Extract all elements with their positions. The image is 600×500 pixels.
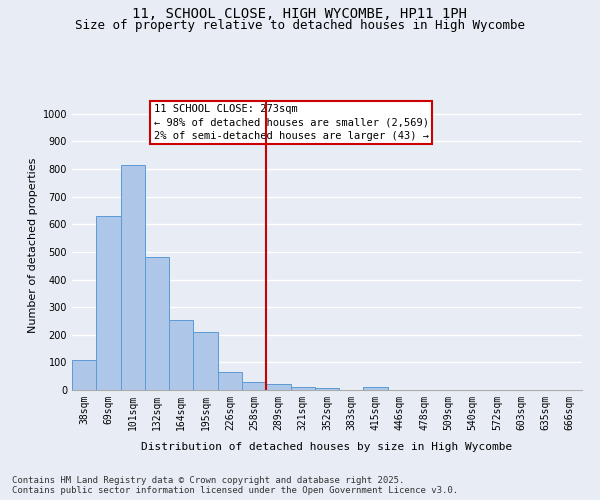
Bar [193, 332, 218, 390]
Bar [242, 382, 266, 390]
Bar [218, 372, 242, 390]
Text: Contains HM Land Registry data © Crown copyright and database right 2025.
Contai: Contains HM Land Registry data © Crown c… [12, 476, 458, 495]
Bar [72, 360, 96, 390]
Y-axis label: Number of detached properties: Number of detached properties [28, 158, 38, 332]
Text: 11, SCHOOL CLOSE, HIGH WYCOMBE, HP11 1PH: 11, SCHOOL CLOSE, HIGH WYCOMBE, HP11 1PH [133, 8, 467, 22]
Bar [169, 320, 193, 390]
Text: Distribution of detached houses by size in High Wycombe: Distribution of detached houses by size … [142, 442, 512, 452]
Bar [315, 388, 339, 390]
Bar [96, 216, 121, 390]
Bar [266, 384, 290, 390]
Bar [364, 387, 388, 390]
Bar [121, 165, 145, 390]
Bar [290, 387, 315, 390]
Text: 11 SCHOOL CLOSE: 273sqm
← 98% of detached houses are smaller (2,569)
2% of semi-: 11 SCHOOL CLOSE: 273sqm ← 98% of detache… [154, 104, 428, 141]
Text: Size of property relative to detached houses in High Wycombe: Size of property relative to detached ho… [75, 19, 525, 32]
Bar [145, 258, 169, 390]
